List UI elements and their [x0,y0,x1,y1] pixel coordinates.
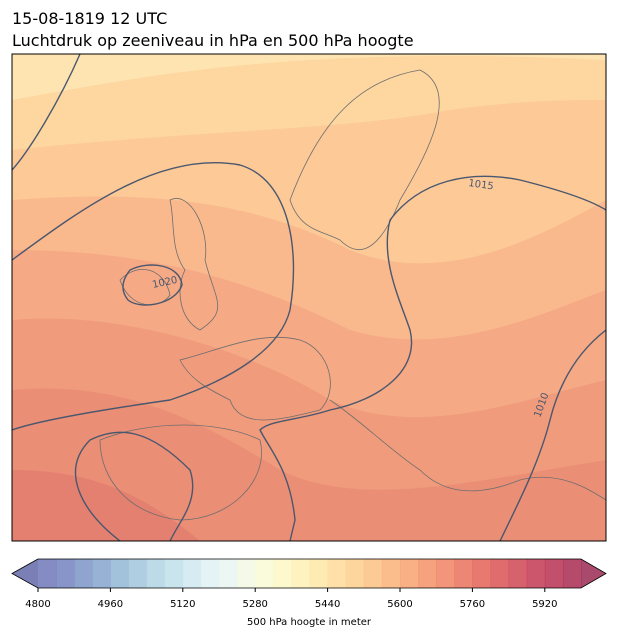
colorbar-tick-label: 5280 [242,599,267,610]
colorbar-tick-label: 5120 [170,599,195,610]
colorbar-tick-label: 5920 [532,599,557,610]
colorbar-segment [182,559,202,588]
colorbar-segment [472,559,491,588]
colorbar-segment [273,559,292,588]
colorbar-segment [128,559,148,588]
colorbar-segment [219,559,238,588]
colorbar-segment [74,559,93,588]
colorbar-segment [237,559,256,588]
colorbar-tick-label: 5760 [460,599,485,610]
colorbar-tick-label: 4800 [25,599,50,610]
colorbar-segment [454,559,473,588]
colorbar-segment [526,559,546,588]
subtitle: Luchtdruk op zeeniveau in hPa en 500 hPa… [12,31,414,50]
colorbar-segment [400,559,419,588]
colorbar-segment [110,559,129,588]
colorbar-segment [200,559,220,588]
title: 15-08-1819 12 UTC [12,9,167,28]
colorbar-segment [291,559,310,588]
colorbar-segment [381,559,401,588]
colorbar-outline [11,558,607,589]
colorbar-segment [327,559,347,588]
colorbar-segment [490,559,510,588]
colorbar-segment [56,559,75,588]
colorbar-segment [363,559,383,588]
colorbar-over [581,559,606,588]
colorbar-segment [544,559,564,588]
map-frame [11,53,607,542]
colorbar-segment [562,559,582,588]
isobar-label: 1020 [151,275,178,291]
colorbar-tick-label: 4960 [98,599,123,610]
colorbar-segment [164,559,184,588]
colorbar-segment [255,559,274,588]
colorbar-segment [309,559,329,588]
colorbar-segment [436,559,455,588]
map: 1015 1010 1020 [11,53,607,542]
colorbar-label: 500 hPa hoogte in meter [247,617,372,628]
colorbar-segment [418,559,437,588]
colorbar-tick-label: 5600 [387,599,412,610]
isobar-label: 1015 [468,178,495,192]
colorbar-tick-label: 5440 [315,599,340,610]
colorbar-segment [38,559,57,588]
colorbar-segment [508,559,528,588]
colorbar-under [12,559,38,588]
colorbar-segment [146,559,166,588]
colorbar: 4800 4960 5120 5280 5440 5600 5760 5920 [11,558,607,610]
colorbar-segment [92,559,111,588]
colorbar-segment [345,559,365,588]
